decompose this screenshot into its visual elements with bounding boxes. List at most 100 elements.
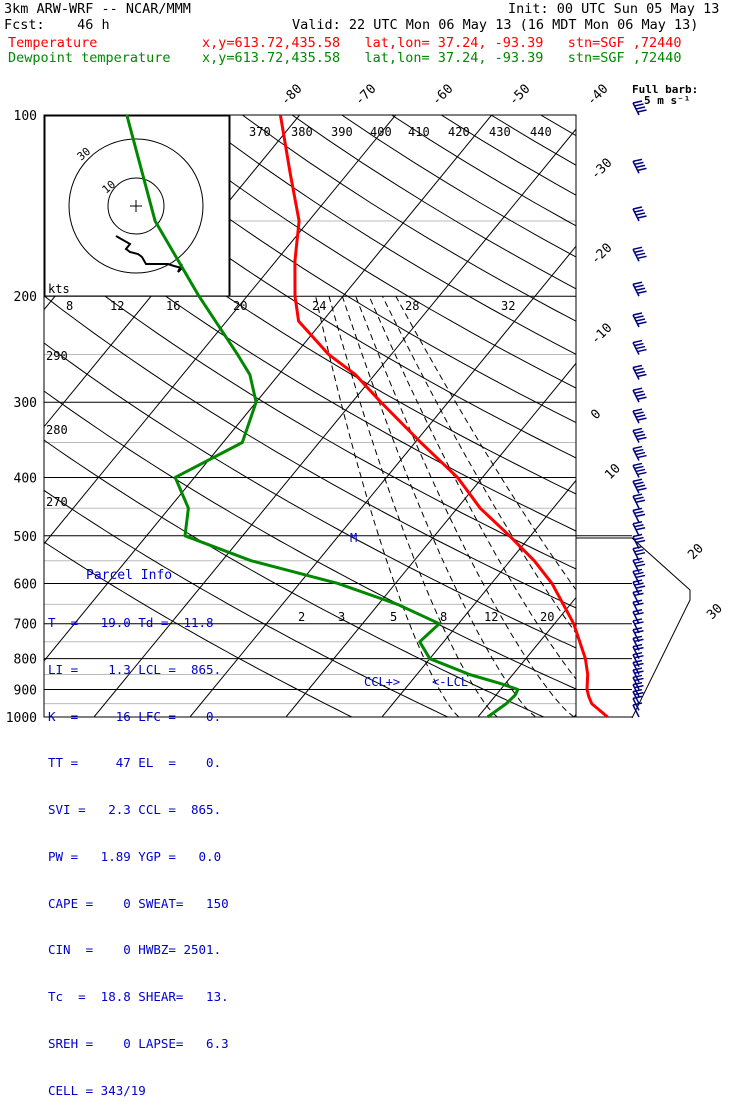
wind-barb-flag xyxy=(636,485,645,487)
wind-barb-flag xyxy=(633,690,642,692)
wind-barb-flag xyxy=(633,645,642,647)
parcel-info-title: Parcel Info xyxy=(86,568,228,584)
isotherm-label: -10 xyxy=(588,321,615,348)
pressure-tick-label: 1000 xyxy=(6,711,37,726)
theta-label: 270 xyxy=(46,495,68,509)
theta-label: 410 xyxy=(408,125,430,139)
wind-barb-flag xyxy=(635,538,644,540)
pressure-tick-label: 300 xyxy=(14,396,37,411)
wind-barb-flag xyxy=(633,558,642,560)
wind-barb-flag xyxy=(635,671,644,673)
mixing-ratio-label: 12 xyxy=(484,610,498,624)
wind-barb-flag xyxy=(633,569,642,571)
theta-label: 370 xyxy=(249,125,271,139)
wind-barb-flag xyxy=(633,388,642,390)
wind-barb-flag xyxy=(635,344,644,346)
wind-barb-flag xyxy=(635,368,644,370)
wind-barb-flag xyxy=(633,535,642,537)
wind-barb-flag xyxy=(633,247,642,249)
wind-barb-flag xyxy=(635,412,644,414)
wind-barb-flag xyxy=(638,216,647,218)
parcel-line: SVI = 2.3 CCL = 865. xyxy=(48,802,228,818)
wind-barb-flag xyxy=(633,547,642,549)
isotherm-label: 0 xyxy=(588,407,604,423)
wind-barb-flag xyxy=(636,253,645,255)
isotherm-label: -80 xyxy=(278,82,305,109)
speed-label: 16 xyxy=(166,299,180,313)
wind-barb-flag xyxy=(636,435,645,437)
wind-barb-flag xyxy=(633,636,642,638)
dry-adiabat xyxy=(292,115,740,717)
theta-label: 420 xyxy=(448,125,470,139)
wind-barb-flag xyxy=(633,207,642,209)
mixing-ratio-label: 5 xyxy=(390,610,397,624)
theta-label: 290 xyxy=(46,349,68,363)
isotherm-line xyxy=(478,115,740,717)
wind-barb-flag xyxy=(633,313,642,315)
isotherm-label: -70 xyxy=(352,82,379,109)
wind-barb-flag xyxy=(638,418,647,420)
wind-barb-flag xyxy=(633,282,642,284)
theta-label: 440 xyxy=(530,125,552,139)
isotherm-label: -40 xyxy=(584,82,611,109)
speed-label: 24 xyxy=(312,299,326,313)
wind-barb-flag xyxy=(635,525,644,527)
wind-barb-flag xyxy=(636,469,645,471)
wind-barb-flag xyxy=(635,450,644,452)
wind-barb-flag xyxy=(638,438,647,440)
wind-barb-flag xyxy=(633,409,642,411)
speed-label: 32 xyxy=(501,299,515,313)
wind-barb-flag xyxy=(635,104,644,106)
pressure-tick-label: 200 xyxy=(14,290,37,305)
wind-barb-flag xyxy=(633,159,642,161)
isotherm-label: 10 xyxy=(602,461,624,483)
isotherm-line xyxy=(670,115,740,717)
theta-label: 280 xyxy=(46,423,68,437)
parcel-line: TT = 47 EL = 0. xyxy=(48,755,228,771)
wind-barb-flag xyxy=(635,693,644,695)
parcel-line: K = 16 LFC = 0. xyxy=(48,709,228,725)
wind-barb-flag xyxy=(633,668,642,670)
mixing-ratio-label: 2 xyxy=(298,610,305,624)
wind-barb-flag xyxy=(635,497,644,499)
ccl-label: CCL+> xyxy=(364,675,400,689)
wind-barb-flag xyxy=(635,603,644,605)
wind-barb-flag xyxy=(635,432,644,434)
parcel-line: CAPE = 0 SWEAT= 150 xyxy=(48,896,228,912)
parcel-line: PW = 1.89 YGP = 0.0 xyxy=(48,849,228,865)
speed-label: 28 xyxy=(405,299,419,313)
wind-barb-flag xyxy=(633,653,642,655)
isotherm-label: -50 xyxy=(506,82,533,109)
dry-adiabat xyxy=(143,115,740,717)
moist-adiabat xyxy=(342,296,535,717)
kts-label: kts xyxy=(48,282,70,296)
wind-barb-flag xyxy=(635,572,644,574)
wind-barb-flag xyxy=(635,639,644,641)
wind-barb-flag xyxy=(633,522,642,524)
wind-barb-flag xyxy=(636,514,645,516)
theta-label: 430 xyxy=(489,125,511,139)
wind-barb-flag xyxy=(636,528,645,530)
lcl-label: <-LCL xyxy=(432,675,468,689)
isotherm-label: 40 xyxy=(0,0,16,4)
wind-barb-flag xyxy=(633,447,642,449)
wind-barb-flag xyxy=(636,553,645,555)
dry-adiabat xyxy=(342,115,740,717)
mixing-ratio-label: 3 xyxy=(338,610,345,624)
wind-barb-flag xyxy=(635,391,644,393)
wind-barb-flag xyxy=(638,168,647,170)
wind-barb-flag xyxy=(633,703,642,705)
wind-barb-flag xyxy=(635,250,644,252)
moist-adiabat xyxy=(382,296,650,717)
wind-barb-flag xyxy=(633,600,642,602)
moist-adiabat xyxy=(396,296,689,717)
wind-barb-flag xyxy=(633,590,642,592)
wind-barb-flag xyxy=(636,453,645,455)
wind-barb-flag xyxy=(636,575,645,577)
wind-barb-flag xyxy=(633,610,642,612)
wind-barb-flag xyxy=(633,661,642,663)
wind-barb-flag xyxy=(638,488,647,490)
pressure-tick-label: 100 xyxy=(14,109,37,124)
speed-label: 8 xyxy=(66,299,73,313)
freezing-level-marker: M xyxy=(350,531,357,545)
